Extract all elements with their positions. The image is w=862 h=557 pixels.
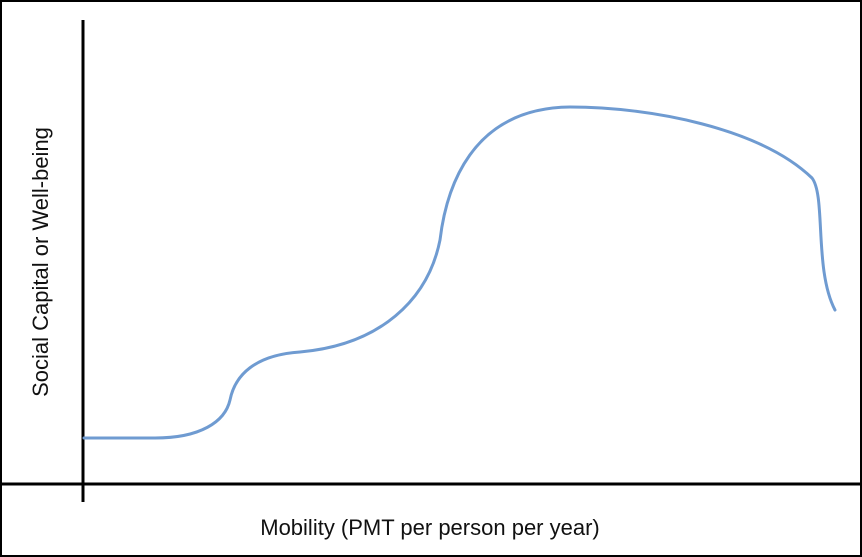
x-axis-label: Mobility (PMT per person per year): [260, 515, 600, 540]
y-axis-label: Social Capital or Well-being: [28, 127, 53, 397]
curve: [82, 105, 837, 440]
